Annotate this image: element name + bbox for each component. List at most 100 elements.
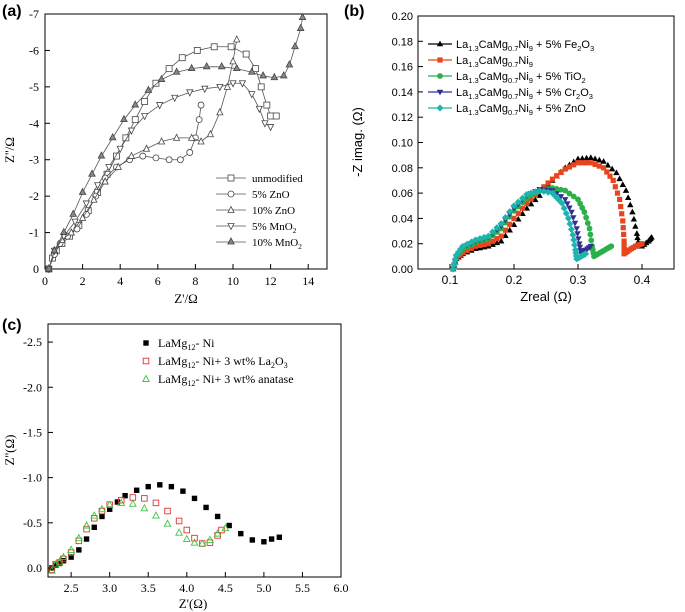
b-data-point [506, 208, 514, 216]
b-xtick-label: 0.4 [634, 273, 651, 287]
c-data-point [56, 560, 63, 567]
b-xtick-label: 0.1 [442, 273, 459, 287]
panel-a-ylabel: Z''/Ω [2, 137, 17, 163]
a-data-point [259, 71, 267, 79]
a-legend-label: 10% MnO2 [252, 237, 302, 251]
panel-c-legend: LaMg12- Ni LaMg12- Ni+ 3 wt% La2O3 LaMg12-… [142, 336, 294, 388]
b-ytick-label: 0.08 [392, 163, 413, 175]
b-data-point [574, 155, 582, 162]
b-data-point [596, 163, 602, 169]
b-legend-label: La1.3CaMg0.7Ni9 + 5% TiO2 [456, 71, 586, 85]
b-data-point [620, 225, 626, 231]
c-data-point [198, 539, 207, 547]
a-data-point [223, 82, 232, 90]
b-data-point [627, 201, 634, 208]
b-data-point [629, 208, 636, 215]
b-data-point [621, 242, 627, 248]
a-data-point [108, 133, 117, 141]
c-data-point [117, 498, 126, 506]
a-data-point [272, 112, 280, 120]
b-legend-label: La1.3CaMg0.7Ni9 [456, 55, 533, 69]
a-ytick-label: -6 [29, 43, 39, 57]
b-data-point [571, 162, 577, 168]
c-data-point [114, 499, 121, 505]
c-xtick-label: 4.5 [218, 581, 233, 595]
b-data-point [612, 184, 618, 190]
a-data-point [73, 225, 81, 233]
b-legend-marker [437, 73, 443, 79]
b-data-point [468, 245, 474, 251]
panel-a-label: (a) [2, 3, 22, 20]
b-data-point [575, 236, 582, 243]
a-xtick-label: 14 [302, 274, 314, 288]
b-ytick-label: 0.12 [392, 112, 413, 124]
a-series-1 [45, 101, 205, 273]
b-data-point [608, 243, 615, 250]
b-data-point [510, 221, 518, 228]
b-data-point [583, 214, 590, 221]
a-ytick-label: -3 [29, 153, 39, 167]
a-data-point [257, 83, 265, 91]
b-data-point [449, 265, 457, 273]
b-data-point [507, 221, 513, 227]
a-legend-marker [227, 223, 235, 231]
a-data-point [105, 164, 113, 172]
c-xtick-label: 3.0 [102, 581, 117, 595]
b-data-point [571, 220, 579, 227]
panel-a-xlabel: Z'/Ω [174, 291, 198, 306]
b-data-point [490, 238, 496, 244]
a-data-point [232, 63, 241, 72]
a-data-point [101, 177, 109, 185]
b-data-point [573, 226, 580, 232]
c-data-point [238, 530, 244, 537]
c-data-point [226, 522, 232, 529]
c-data-point [82, 521, 91, 529]
a-data-point [116, 145, 124, 154]
b-data-point [570, 236, 578, 244]
b-data-point [632, 223, 639, 229]
b-data-point [568, 209, 575, 216]
b-data-point [621, 247, 627, 253]
a-data-point [255, 105, 263, 114]
b-data-point [523, 204, 530, 211]
b-data-point [451, 256, 459, 264]
c-ytick-label: -0.5 [23, 516, 42, 530]
a-data-point [59, 227, 68, 235]
a-ytick-label: -1 [29, 226, 39, 240]
b-data-point [558, 169, 564, 176]
b-data-point [450, 260, 458, 268]
b-data-point [545, 180, 551, 186]
b-data-point [621, 231, 627, 238]
a-data-point [71, 218, 79, 227]
a-data-point [229, 80, 237, 88]
a-data-point [171, 94, 179, 103]
b-data-point [622, 187, 630, 193]
c-data-point [68, 554, 74, 560]
b-data-point [588, 160, 594, 166]
b-ytick-label: 0.02 [392, 239, 413, 251]
b-data-point [614, 190, 621, 196]
a-data-point [242, 50, 250, 58]
b-data-point [493, 224, 501, 232]
b-legend-label: La1.3CaMg0.7Ni9 + 5% Cr2O3 [456, 87, 593, 101]
b-data-point [586, 225, 593, 232]
a-data-point [69, 209, 78, 217]
c-data-point [175, 528, 184, 536]
a-ytick-label: 0 [33, 262, 39, 276]
b-data-point [591, 155, 599, 162]
b-data-point [613, 169, 620, 176]
c-series-1 [48, 494, 225, 574]
a-data-point [233, 35, 241, 43]
a-data-point [227, 43, 235, 51]
b-data-point [579, 155, 586, 161]
a-data-point [157, 74, 166, 82]
b-data-point [619, 181, 626, 187]
a-xtick-label: 0 [42, 274, 48, 288]
a-legend-label: unmodified [252, 173, 303, 185]
b-data-point [473, 243, 479, 249]
b-data-point [527, 200, 535, 207]
panel-b: (b) 0.1 0.2 0.3 0.4 0.00 0.02 0.04 0.06 0.08 0.1… [344, 3, 675, 304]
c-xtick-label: 2.5 [64, 581, 79, 595]
a-legend-label: 5% MnO2 [252, 221, 297, 235]
c-data-point [218, 526, 225, 534]
